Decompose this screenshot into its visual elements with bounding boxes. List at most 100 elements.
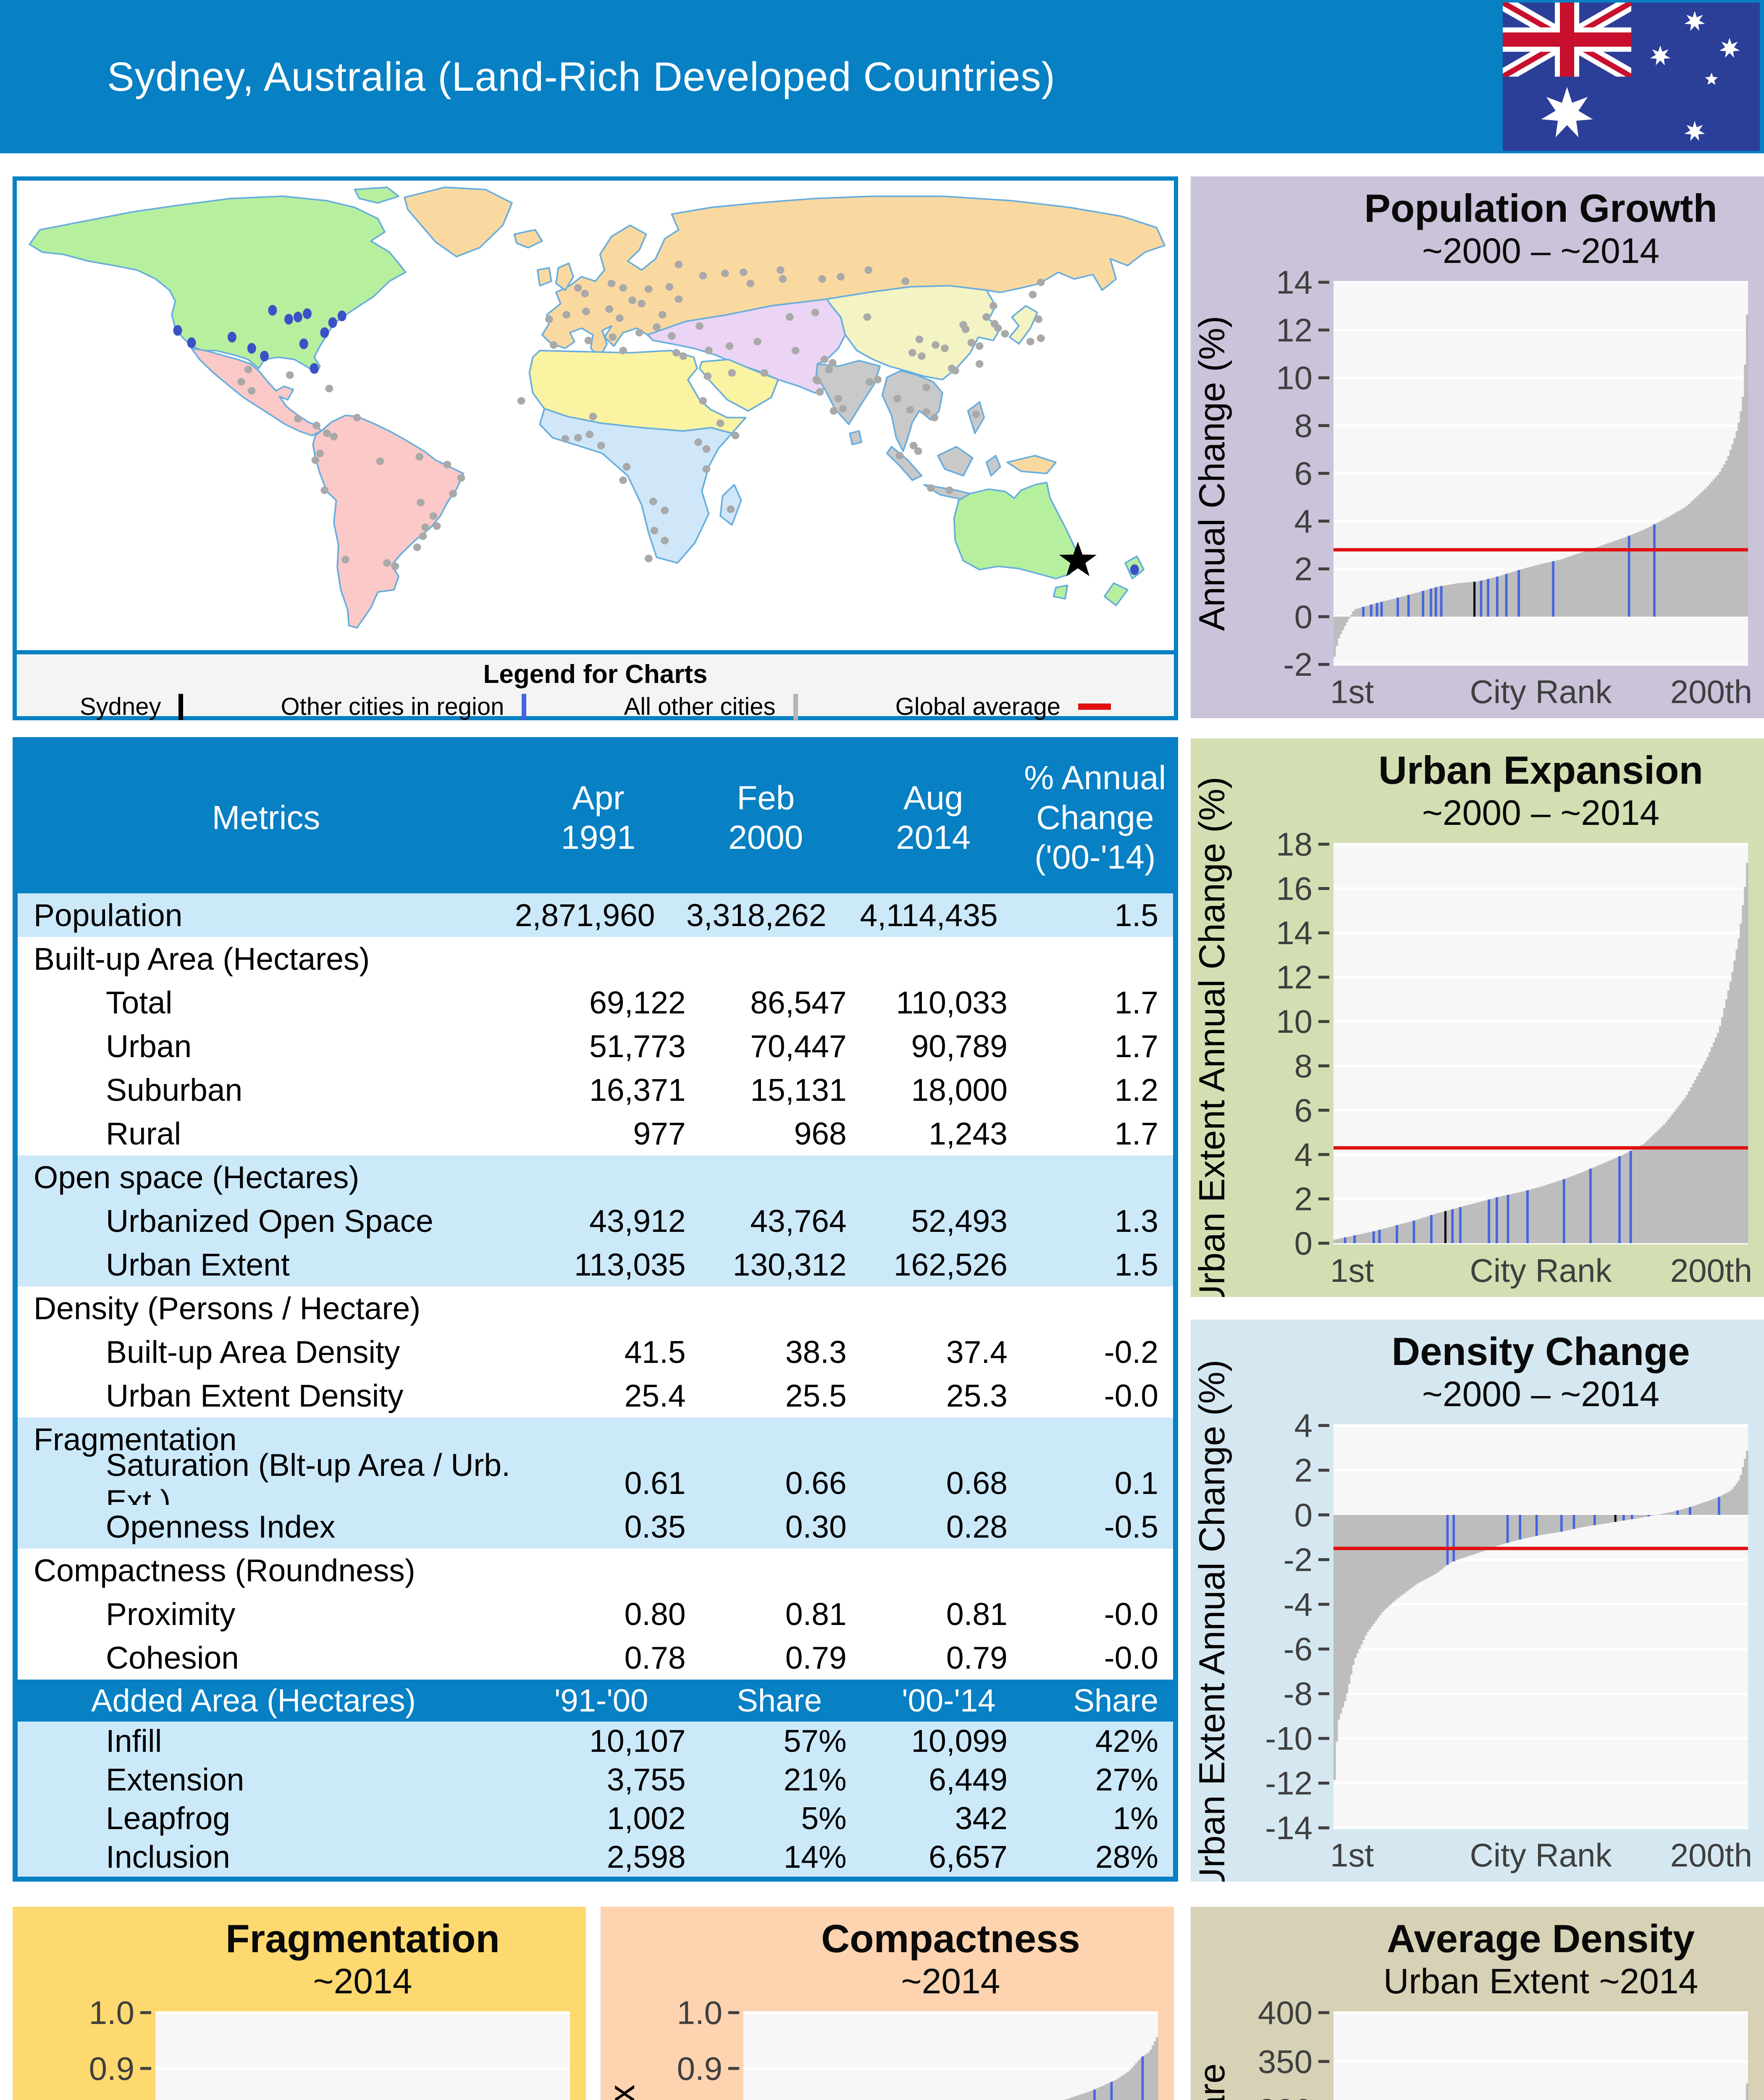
- svg-text:300: 300: [1258, 2092, 1312, 2100]
- row-value: 10,099: [911, 1723, 1008, 1759]
- other-city-dot: [237, 378, 245, 386]
- other-city-dot: [816, 388, 824, 396]
- row-value: 21%: [783, 1762, 847, 1797]
- other-city-dot: [376, 457, 384, 465]
- other-city-dot: [866, 378, 874, 386]
- other-city-dot: [323, 429, 331, 437]
- other-city-dot: [932, 341, 940, 349]
- legend-item: Other cities in region: [281, 693, 527, 721]
- row-label: Openness Index: [106, 1509, 336, 1544]
- other-city-dot: [721, 269, 729, 277]
- other-city-dot: [908, 349, 916, 357]
- other-city-dot: [413, 543, 421, 551]
- legend-item-label: All other cities: [624, 693, 776, 720]
- svg-text:Urban Extent ~2014: Urban Extent ~2014: [1383, 1961, 1698, 2001]
- density-change-chart: -14 -12 -10 -8 -6 -4 -2 0 2 4 1st City Rank 200th Urb…: [1191, 1320, 1764, 1882]
- row-value: 1.5: [1114, 898, 1158, 933]
- row-value: 968: [794, 1116, 847, 1151]
- svg-text:1st: 1st: [1330, 1837, 1374, 1874]
- region-city-dot: [173, 325, 182, 336]
- row-label: Urban Extent Density: [106, 1378, 404, 1413]
- table-row: Proximity 0.80 0.81 0.81 -0.0: [18, 1592, 1173, 1636]
- other-city-dot: [619, 284, 627, 292]
- row-value: 1,002: [606, 1801, 686, 1836]
- svg-text:0.9: 0.9: [677, 2050, 722, 2087]
- row-label: Built-up Area Density: [106, 1334, 400, 1370]
- svg-text:4: 4: [1294, 503, 1312, 540]
- row-value: 86,547: [750, 985, 847, 1020]
- svg-text:18: 18: [1276, 826, 1312, 863]
- other-city-dot: [429, 512, 438, 520]
- row-value: 14%: [783, 1839, 847, 1874]
- other-city-dot: [1037, 278, 1045, 286]
- other-city-dot: [286, 371, 294, 379]
- other-city-dot: [383, 559, 391, 567]
- legend-item-label: Global average: [895, 693, 1060, 720]
- svg-text:Urban Extent Annual Change (%): Urban Extent Annual Change (%): [1192, 1360, 1232, 1882]
- other-city-dot: [694, 438, 703, 446]
- other-city-dot: [945, 486, 953, 494]
- row-value: 41.5: [624, 1334, 686, 1370]
- other-city-dot: [739, 268, 748, 276]
- region-city-dot: [247, 343, 256, 354]
- other-city-dot: [419, 532, 427, 540]
- flag-svg: [1503, 3, 1760, 151]
- row-value: 110,033: [896, 985, 1008, 1020]
- other-city-dot: [1001, 330, 1009, 338]
- other-city-dot: [421, 523, 429, 531]
- svg-text:0.9: 0.9: [89, 2050, 134, 2087]
- row-value: 5%: [801, 1801, 847, 1836]
- other-city-dot: [922, 383, 930, 391]
- added-area-header-cell: Share: [737, 1683, 822, 1719]
- other-city-dot: [353, 414, 361, 422]
- svg-text:Population Growth: Population Growth: [1364, 186, 1717, 230]
- row-label: Urban Extent: [106, 1247, 290, 1282]
- other-city-dot: [820, 355, 829, 363]
- other-city-dot: [294, 415, 302, 423]
- other-city-dot: [914, 447, 922, 455]
- other-city-dot: [834, 395, 843, 403]
- row-value: 1.7: [1114, 1029, 1158, 1064]
- population-growth-chart: -2 0 2 4 6 8 10 12 14 1st City Rank 200th Annual Cha…: [1191, 176, 1764, 718]
- other-city-dot: [975, 342, 984, 350]
- other-city-dot: [760, 369, 769, 377]
- other-city-dot: [312, 421, 320, 430]
- other-city-dot: [650, 527, 659, 535]
- svg-text:Persons / Hectare: Persons / Hectare: [1192, 2063, 1232, 2100]
- row-value: 38.3: [785, 1334, 847, 1370]
- other-city-dot: [417, 499, 425, 507]
- other-city-dot: [1037, 334, 1045, 342]
- svg-text:8: 8: [1294, 407, 1312, 444]
- other-city-dot: [581, 289, 589, 297]
- row-label: Leapfrog: [106, 1801, 231, 1836]
- row-value: 977: [633, 1116, 686, 1151]
- row-value: 3,755: [606, 1762, 686, 1797]
- other-city-dot: [696, 322, 704, 330]
- other-city-dot: [825, 365, 833, 373]
- other-city-dot: [990, 320, 999, 328]
- row-value: 43,912: [589, 1203, 686, 1239]
- region-city-dot: [1130, 564, 1139, 575]
- table-row: Cohesion 0.78 0.79 0.79 -0.0: [18, 1636, 1173, 1680]
- world-map-svg: [17, 181, 1174, 650]
- added-area-row: Inclusion 2,598 14% 6,657 28%: [18, 1838, 1173, 1876]
- other-city-dot: [725, 342, 734, 350]
- row-value: 70,447: [750, 1029, 847, 1064]
- row-value: 0.61: [624, 1465, 686, 1501]
- region-city-dot: [284, 314, 293, 325]
- other-city-dot: [330, 433, 338, 441]
- region-city-dot: [303, 308, 312, 319]
- table-header-cell: Feb 2000: [728, 779, 803, 856]
- other-city-dot: [727, 505, 735, 513]
- row-value: 0.1: [1114, 1465, 1158, 1501]
- region-city-dot: [337, 310, 346, 321]
- row-value: 2,598: [606, 1839, 686, 1874]
- other-city-dot: [791, 346, 800, 354]
- other-city-dot: [1026, 338, 1034, 346]
- other-city-dot: [619, 346, 627, 354]
- row-label: Cohesion: [106, 1640, 239, 1675]
- other-city-dot: [989, 302, 998, 310]
- other-city-dot: [665, 283, 674, 291]
- added-area-header-cell: '00-'14: [902, 1683, 996, 1719]
- svg-text:8: 8: [1294, 1047, 1312, 1084]
